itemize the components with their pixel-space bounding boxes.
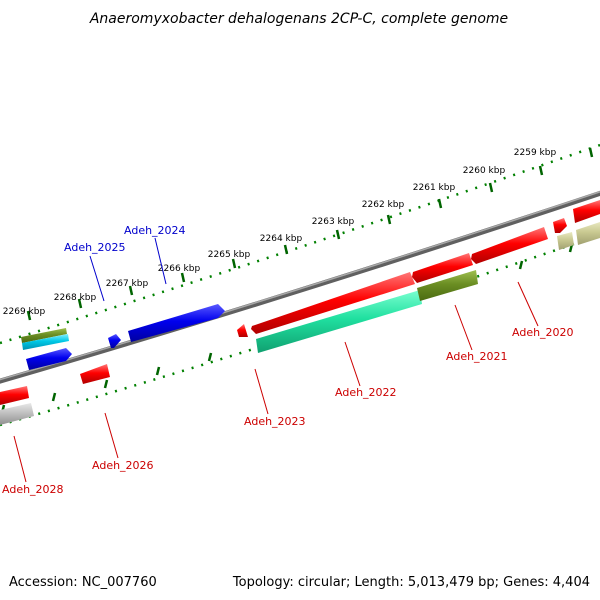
gene-adeh-2026[interactable] <box>80 364 110 384</box>
gene-adeh-2022[interactable] <box>251 272 415 334</box>
accession-text: Accession: NC_007760 <box>9 575 157 590</box>
inner-major-ticks <box>0 243 574 414</box>
label-leader-lines <box>13 237 539 483</box>
gene-adeh-2024[interactable] <box>128 304 225 342</box>
tick-label: 2266 kbp <box>158 264 201 274</box>
tick-label: 2269 kbp <box>3 307 46 317</box>
gene-olive-left[interactable] <box>21 328 67 343</box>
genome-backbone <box>0 190 600 384</box>
gene-teal-long[interactable] <box>256 290 422 353</box>
gene-red-upper-right[interactable] <box>573 200 600 223</box>
tick-label: 2263 kbp <box>312 217 355 227</box>
gene-label-adeh-2022: Adeh_2022 <box>335 386 397 399</box>
topology-text: Topology: circular; Length: 5,013,479 bp… <box>232 575 590 590</box>
map-title: Anaeromyxobacter dehalogenans 2CP-C, com… <box>89 11 508 27</box>
gene-label-adeh-2025: Adeh_2025 <box>64 241 126 254</box>
outer-major-ticks <box>26 147 594 321</box>
reverse-genes <box>0 222 600 425</box>
tick-label: 2262 kbp <box>362 200 405 210</box>
gene-labels: Adeh_2024 Adeh_2025 Adeh_2020 Adeh_2021 … <box>2 224 574 496</box>
gene-label-adeh-2020: Adeh_2020 <box>512 326 574 339</box>
gene-khaki-right[interactable] <box>557 232 574 250</box>
tick-labels: 2259 kbp 2260 kbp 2261 kbp 2262 kbp 2263… <box>3 148 557 317</box>
gene-label-adeh-2021: Adeh_2021 <box>446 350 508 363</box>
gene-adeh-2023[interactable] <box>237 324 248 337</box>
tick-label: 2265 kbp <box>208 250 251 260</box>
gene-label-adeh-2023: Adeh_2023 <box>244 415 306 428</box>
gene-gray-left[interactable] <box>0 403 34 425</box>
gene-adeh-2021[interactable] <box>412 253 473 283</box>
tick-label: 2259 kbp <box>514 148 557 158</box>
gene-adeh-2028[interactable] <box>0 386 29 405</box>
gene-khaki-far-right[interactable] <box>576 222 600 245</box>
tick-label: 2260 kbp <box>463 166 506 176</box>
tick-label: 2264 kbp <box>260 234 303 244</box>
tick-label: 2261 kbp <box>413 183 456 193</box>
tick-label: 2268 kbp <box>54 293 97 303</box>
gene-cyan-left[interactable] <box>22 334 69 350</box>
gene-adeh-2025[interactable] <box>108 334 121 348</box>
gene-olive-mid[interactable] <box>417 270 478 301</box>
genome-backbone-highlight <box>0 191 600 381</box>
forward-genes <box>21 200 600 370</box>
gene-blue-left[interactable] <box>26 348 72 370</box>
gene-label-adeh-2028: Adeh_2028 <box>2 483 64 496</box>
gene-adeh-2020[interactable] <box>471 227 548 264</box>
gene-red-small-right[interactable] <box>553 218 567 233</box>
gene-label-adeh-2026: Adeh_2026 <box>92 459 154 472</box>
gene-label-adeh-2024: Adeh_2024 <box>124 224 186 237</box>
tick-label: 2267 kbp <box>106 279 149 289</box>
